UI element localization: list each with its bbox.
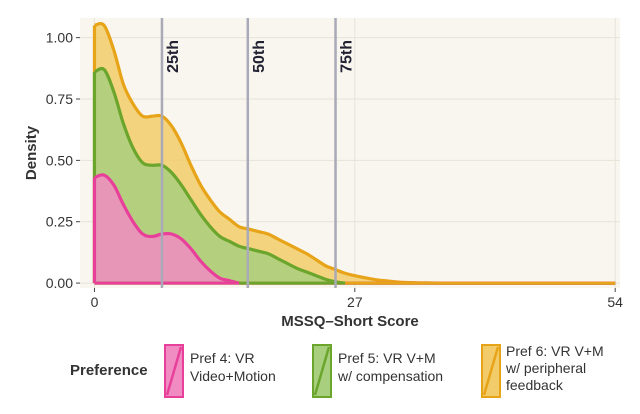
legend-label-pref6-line3: feedback	[506, 377, 564, 393]
density-area-pref4	[94, 174, 616, 284]
y-axis-title: Density	[23, 125, 40, 180]
legend: Preference Pref 4: VR Video+Motion Pref …	[70, 343, 608, 398]
percentile-label-50th: 50th	[251, 40, 268, 73]
legend-item-pref5: Pref 5: VR V+M w/ compensation	[312, 344, 443, 398]
legend-label-pref5-line1: Pref 5: VR V+M	[338, 350, 436, 366]
legend-label-pref4: Pref 4: VR Video+Motion	[190, 350, 276, 384]
legend-key-pref6-line	[482, 346, 500, 396]
legend-title: Preference	[70, 362, 148, 379]
legend-label-pref6: Pref 6: VR V+M w/ peripheral feedback	[505, 343, 608, 393]
x-tick-label-0: 0	[91, 294, 99, 310]
y-tick-label-4: 1.00	[46, 30, 73, 46]
percentile-lines: 25th 50th 75th	[160, 18, 356, 288]
y-tick-label-3: 0.75	[46, 91, 73, 107]
legend-item-pref4: Pref 4: VR Video+Motion	[164, 344, 276, 398]
legend-label-pref6-line2: w/ peripheral	[505, 360, 586, 376]
x-tick-label-1: 27	[347, 294, 363, 310]
legend-key-pref5-line	[313, 346, 331, 396]
legend-label-pref6-line1: Pref 6: VR V+M	[506, 343, 604, 359]
percentile-label-25th: 25th	[165, 40, 182, 73]
axes: 0.00 0.25 0.50 0.75 1.00 0 27 54	[46, 30, 623, 310]
legend-label-pref5-line2: w/ compensation	[337, 368, 443, 384]
y-tick-label-1: 0.25	[46, 214, 73, 230]
density-area-pref6	[94, 23, 616, 284]
legend-label-pref4-line1: Pref 4: VR	[190, 350, 255, 366]
y-tick-label-0: 0.00	[46, 275, 73, 291]
legend-key-pref4-line	[165, 346, 183, 396]
density-areas	[92, 21, 616, 285]
x-tick-label-2: 54	[607, 294, 623, 310]
x-axis-title: MSSQ–Short Score	[281, 313, 419, 330]
legend-label-pref4-line2: Video+Motion	[190, 368, 276, 384]
percentile-label-75th: 75th	[339, 40, 356, 73]
legend-item-pref6: Pref 6: VR V+M w/ peripheral feedback	[481, 343, 608, 398]
y-tick-label-2: 0.50	[46, 152, 73, 168]
legend-label-pref5: Pref 5: VR V+M w/ compensation	[337, 350, 443, 384]
